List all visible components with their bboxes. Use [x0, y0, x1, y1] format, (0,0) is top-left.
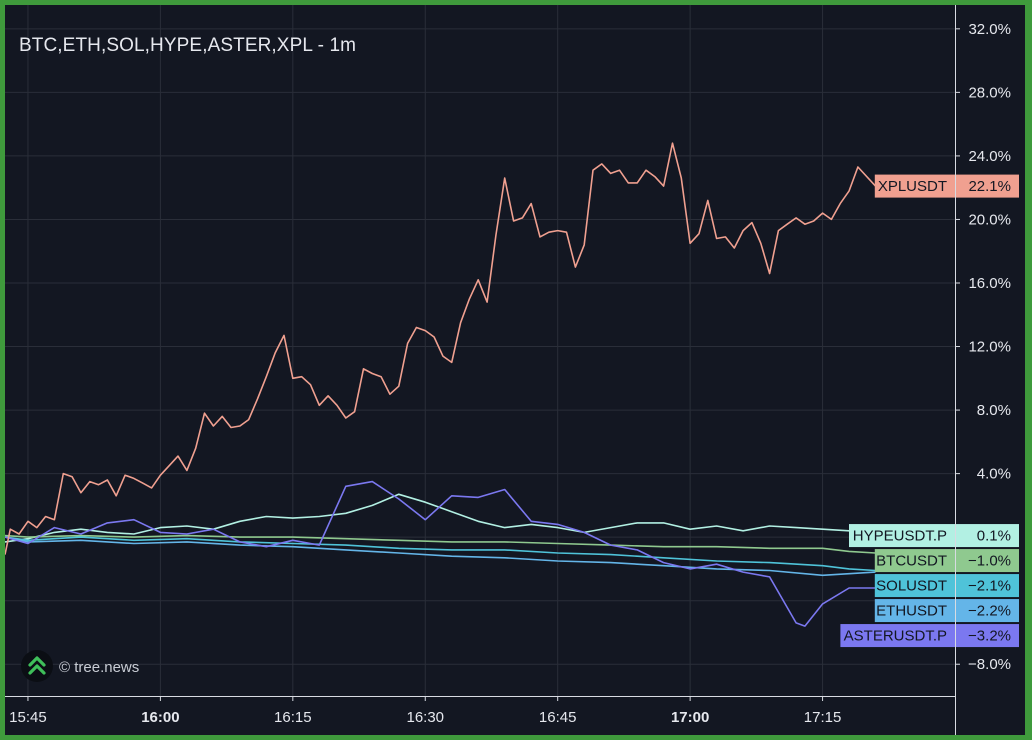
series-name-label: ASTERUSDT.P: [844, 628, 947, 645]
series-line-hypeusdt-p: [5, 493, 876, 543]
series-value-label: 22.1%: [968, 178, 1011, 195]
series-name-tag-btcusdt: [874, 549, 955, 573]
x-tick-label: 15:45: [9, 709, 47, 726]
series-value-tag-btcusdt: [956, 549, 1019, 573]
series-line-xplusdt: [5, 142, 877, 555]
grid: [5, 5, 955, 696]
y-tick-label: 28.0%: [968, 84, 1011, 101]
series-value-tag-hypeusdt-p: [956, 524, 1019, 548]
series-line-btcusdt: [5, 534, 876, 554]
x-tick-label: 16:45: [539, 709, 577, 726]
watermark-text: © tree.news: [59, 659, 140, 676]
x-tick-label: 17:00: [671, 709, 709, 726]
series-name-tag-asterusdt-p: [840, 624, 955, 648]
series-value-label: −2.1%: [968, 578, 1011, 595]
y-tick-label: −8.0%: [968, 656, 1011, 673]
series-name-label: HYPEUSDT.P: [853, 528, 947, 545]
series-line-solusdt: [5, 536, 876, 572]
chart-frame: 32.0% 28.0% 24.0% 20.0% 16.0% 12.0% 8.0% 4.0% −8…: [5, 5, 1025, 735]
series-value-tag-solusdt: [956, 574, 1019, 598]
series-line-ethusdt: [5, 536, 876, 577]
x-tick-label: 16:00: [141, 709, 179, 726]
x-tick-label: 16:15: [274, 709, 312, 726]
comparison-line-chart[interactable]: 32.0% 28.0% 24.0% 20.0% 16.0% 12.0% 8.0% 4.0% −8…: [5, 5, 1025, 735]
series-name-tag-ethusdt: [874, 599, 955, 623]
y-tick-label: 16.0%: [968, 275, 1011, 292]
y-tick-label: 12.0%: [968, 339, 1011, 356]
x-tick-label: 16:30: [406, 709, 444, 726]
series-value-label: −3.2%: [968, 628, 1011, 645]
x-tick-label: 17:15: [804, 709, 842, 726]
series-name-label: BTCUSDT: [876, 553, 947, 570]
tree-news-logo-icon: [21, 650, 53, 682]
series-line-asterusdt-p: [5, 480, 876, 627]
watermark: © tree.news: [21, 650, 181, 684]
series-name-label: XPLUSDT: [878, 178, 947, 195]
y-tick-label: 8.0%: [977, 402, 1011, 419]
series-value-tag-xplusdt: [956, 174, 1019, 198]
y-tick-label: 4.0%: [977, 466, 1011, 483]
series-name-tag-xplusdt: [874, 174, 955, 198]
series-value-label: 0.1%: [977, 528, 1011, 545]
series-name-tag-solusdt: [874, 574, 955, 598]
y-tick-label: 20.0%: [968, 211, 1011, 228]
y-axis[interactable]: 32.0% 28.0% 24.0% 20.0% 16.0% 12.0% 8.0% 4.0% −8…: [955, 5, 1011, 735]
series-name-label: ETHUSDT: [876, 603, 947, 620]
last-value-labels: XPLUSDT 22.1% HYPEUSDT.P 0.1% BTCUSDT −1.0% SO…: [840, 174, 1019, 648]
series-value-tag-ethusdt: [956, 599, 1019, 623]
series-name-tag-hypeusdt-p: [849, 524, 955, 548]
series-value-tag-asterusdt-p: [956, 624, 1019, 648]
y-tick-label: 24.0%: [968, 148, 1011, 165]
series-name-label: SOLUSDT: [876, 578, 947, 595]
x-axis[interactable]: 15:45 16:00 16:15 16:30 16:45 17:00 17:15: [5, 696, 955, 726]
series-lines: [5, 142, 877, 627]
y-tick-label: 32.0%: [968, 21, 1011, 38]
series-value-label: −2.2%: [968, 603, 1011, 620]
series-value-label: −1.0%: [968, 553, 1011, 570]
chart-title: BTC,ETH,SOL,HYPE,ASTER,XPL - 1m: [19, 35, 357, 56]
